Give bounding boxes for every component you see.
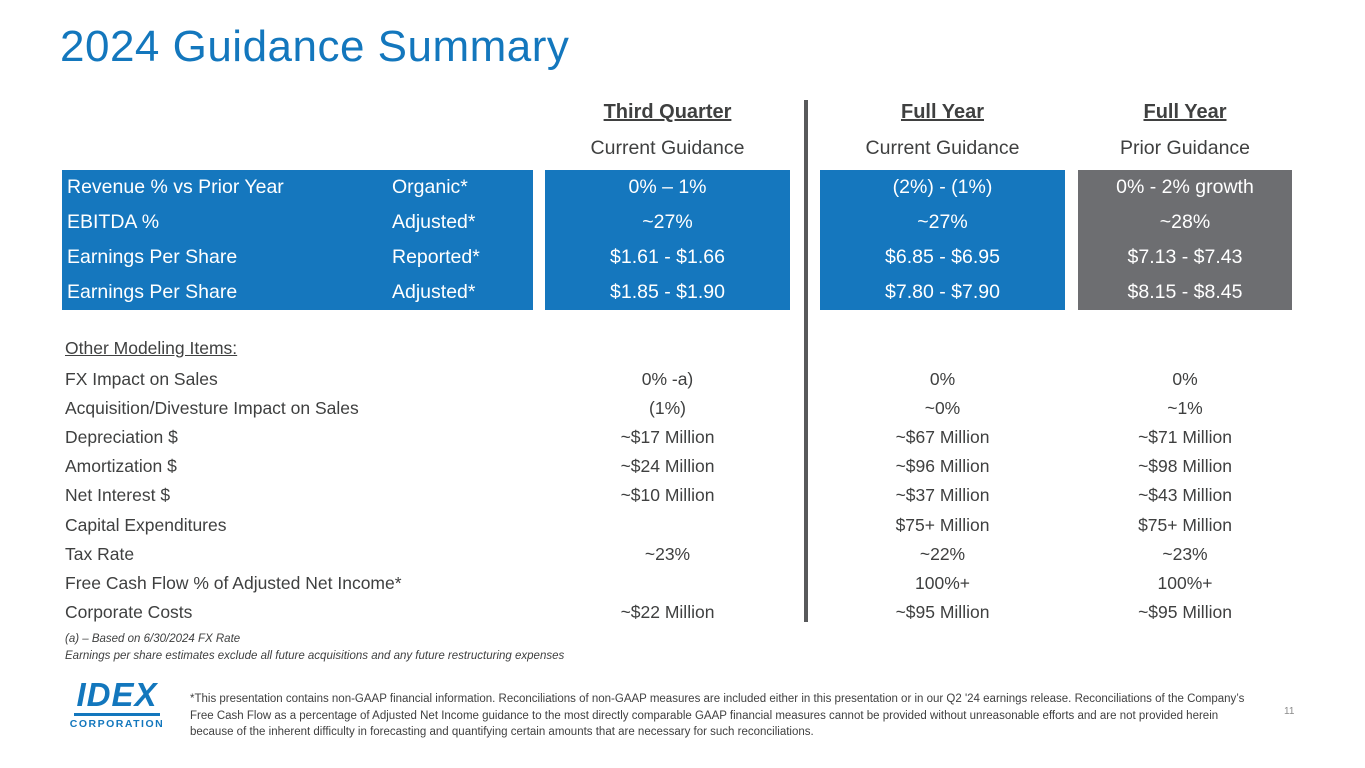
value-q3: $1.85 - $1.90	[545, 275, 790, 310]
value-fy-current: $6.85 - $6.95	[820, 240, 1065, 275]
row-label: Tax Rate	[65, 544, 135, 564]
column-subheader-third-quarter: Current Guidance	[590, 137, 745, 159]
modeling-row: Amortization $ ~$24 Million ~$96 Million…	[62, 452, 1292, 481]
row-label: Earnings Per Share	[62, 275, 392, 310]
page-number: 11	[1284, 706, 1295, 717]
table-row: Earnings Per Share Reported* $1.61 - $1.…	[62, 240, 1292, 275]
column-header-third-quarter: Third Quarter	[603, 101, 732, 123]
footnote-fx-rate: (a) – Based on 6/30/2024 FX Rate	[65, 633, 241, 645]
value-fy-prior: 100%+	[1157, 573, 1213, 593]
row-label: Free Cash Flow % of Adjusted Net Income*	[65, 573, 402, 593]
value-q3: $1.61 - $1.66	[545, 240, 790, 275]
value-q3	[545, 511, 790, 540]
modeling-row: Acquisition/Divesture Impact on Sales (1…	[62, 394, 1292, 423]
row-label: Amortization $	[65, 456, 177, 476]
row-type: Organic*	[392, 170, 533, 205]
row-type: Adjusted*	[392, 275, 533, 310]
row-label: Acquisition/Divesture Impact on Sales	[65, 398, 359, 418]
value-fy-prior: $8.15 - $8.45	[1078, 275, 1292, 310]
column-header-full-year-current: Full Year	[900, 101, 984, 123]
value-fy-prior: ~1%	[1167, 398, 1203, 418]
value-fy-prior: 0% - 2% growth	[1078, 170, 1292, 205]
value-q3: ~23%	[644, 544, 691, 564]
value-fy-current: (2%) - (1%)	[820, 170, 1065, 205]
row-label: Corporate Costs	[65, 602, 193, 622]
value-fy-prior: ~28%	[1078, 205, 1292, 240]
value-fy-current: ~$96 Million	[895, 456, 990, 476]
value-q3: ~$24 Million	[620, 456, 715, 476]
value-fy-current: ~22%	[919, 544, 966, 564]
value-fy-current: 0%	[929, 369, 956, 389]
other-modeling-items-heading: Other Modeling Items:	[65, 338, 238, 358]
table-row: Revenue % vs Prior Year Organic* 0% – 1%…	[62, 170, 1292, 205]
value-q3: ~$10 Million	[620, 485, 715, 505]
column-divider	[804, 100, 808, 622]
row-type: Adjusted*	[392, 205, 533, 240]
row-label: EBITDA %	[62, 205, 392, 240]
value-fy-current: ~27%	[820, 205, 1065, 240]
non-gaap-disclaimer: *This presentation contains non-GAAP fin…	[190, 693, 1245, 738]
row-label: FX Impact on Sales	[65, 369, 218, 389]
value-q3: 0% – 1%	[545, 170, 790, 205]
value-fy-current: ~0%	[924, 398, 961, 418]
row-label: Capital Expenditures	[65, 515, 227, 535]
value-fy-prior: ~$98 Million	[1138, 456, 1232, 476]
modeling-row: FX Impact on Sales 0% -a) 0% 0%	[62, 365, 1292, 394]
column-subheader-full-year-prior: Prior Guidance	[1119, 137, 1251, 159]
value-q3: ~27%	[545, 205, 790, 240]
idex-logo-wordmark: IDEX	[74, 678, 160, 716]
value-q3: ~$17 Million	[620, 427, 715, 447]
value-q3: ~$22 Million	[620, 602, 715, 622]
row-label: Depreciation $	[65, 427, 178, 447]
value-fy-current: ~$95 Million	[895, 602, 990, 622]
value-fy-prior: ~$95 Million	[1138, 602, 1232, 622]
value-fy-prior: ~23%	[1162, 544, 1208, 564]
row-type: Reported*	[392, 240, 533, 275]
modeling-row: Net Interest $ ~$10 Million ~$37 Million…	[62, 481, 1292, 510]
table-row: EBITDA % Adjusted* ~27% ~27% ~28%	[62, 205, 1292, 240]
page-title: 2024 Guidance Summary	[60, 22, 570, 71]
modeling-row: Corporate Costs ~$22 Million ~$95 Millio…	[62, 598, 1292, 627]
modeling-row: Capital Expenditures $75+ Million $75+ M…	[62, 511, 1292, 540]
column-subheader-full-year-current: Current Guidance	[865, 137, 1020, 159]
value-fy-prior: ~$71 Million	[1138, 427, 1232, 447]
idex-logo-subtitle: CORPORATION	[69, 718, 165, 730]
column-header-full-year-prior: Full Year	[1143, 101, 1227, 123]
value-fy-prior: $75+ Million	[1138, 515, 1232, 535]
value-fy-current: $75+ Million	[895, 515, 990, 535]
value-fy-current: $7.80 - $7.90	[820, 275, 1065, 310]
row-label: Earnings Per Share	[62, 240, 392, 275]
value-q3: (1%)	[649, 398, 686, 418]
modeling-row: Depreciation $ ~$17 Million ~$67 Million…	[62, 423, 1292, 452]
idex-logo: IDEX CORPORATION	[62, 678, 172, 731]
value-fy-current: ~$67 Million	[895, 427, 990, 447]
row-label: Net Interest $	[65, 485, 171, 505]
modeling-row: Tax Rate ~23% ~22% ~23%	[62, 540, 1292, 569]
value-fy-prior: 0%	[1172, 369, 1198, 389]
row-label: Revenue % vs Prior Year	[62, 170, 392, 205]
value-fy-current: ~$37 Million	[895, 485, 990, 505]
value-q3: 0% -a)	[641, 369, 694, 389]
footnote-eps: Earnings per share estimates exclude all…	[65, 650, 565, 662]
value-fy-prior: $7.13 - $7.43	[1078, 240, 1292, 275]
value-q3	[545, 569, 790, 598]
modeling-row: Free Cash Flow % of Adjusted Net Income*…	[62, 569, 1292, 598]
table-row: Earnings Per Share Adjusted* $1.85 - $1.…	[62, 275, 1292, 310]
value-fy-prior: ~$43 Million	[1138, 485, 1232, 505]
value-fy-current: 100%+	[915, 573, 970, 593]
